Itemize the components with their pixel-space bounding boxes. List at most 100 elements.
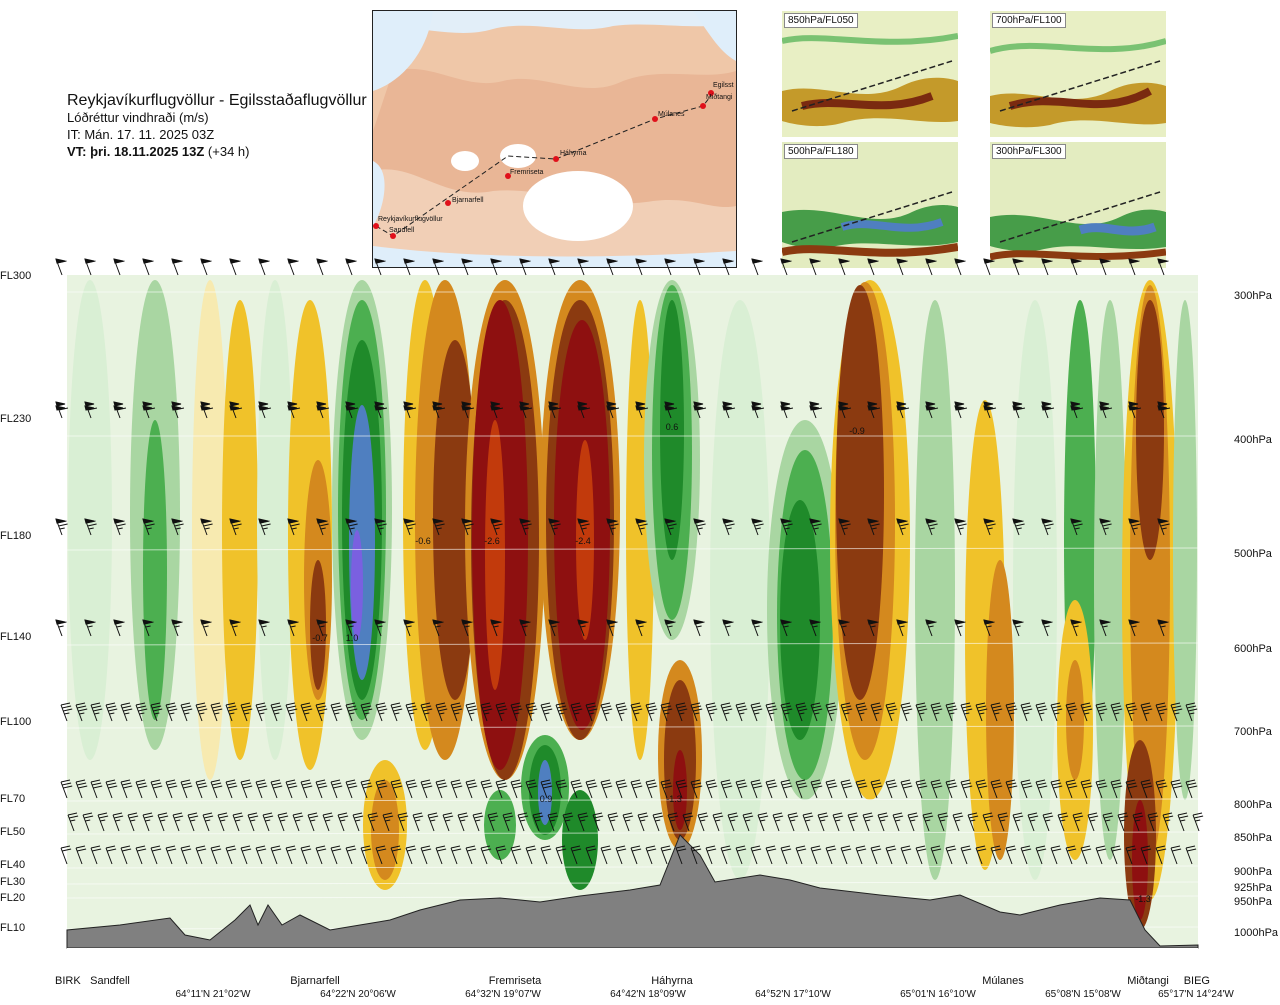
wind-barb: [405, 845, 417, 865]
coordinate-label: 65°08'N 15°08'W: [1045, 989, 1121, 1000]
wind-barb: [97, 812, 109, 832]
wind-barb: [315, 845, 327, 865]
velocity-band-down_weak: [1066, 660, 1084, 780]
thumbnail-500hpa[interactable]: 500hPa/FL180: [782, 142, 958, 268]
wind-barb: [693, 258, 705, 276]
wind-barb: [693, 518, 706, 536]
station-label: Háhyrna: [651, 975, 693, 987]
wind-barb: [165, 702, 178, 722]
wind-barb: [1128, 518, 1141, 536]
map-label-hahyrna: Háhyrna: [560, 150, 587, 157]
station-label: BIEG: [1184, 975, 1210, 987]
thumbnail-300hpa[interactable]: 300hPa/FL300: [990, 142, 1166, 268]
wind-barb: [135, 702, 148, 722]
wind-barb: [1012, 258, 1024, 276]
wind-barb: [1070, 401, 1084, 419]
map-label-egilsstadir: Egilsst: [713, 82, 734, 89]
velocity-band-down_mod: [836, 285, 884, 700]
wind-barb: [787, 812, 799, 832]
wind-barb: [255, 702, 268, 722]
wind-barb: [55, 401, 69, 419]
wind-barb: [345, 702, 358, 722]
wind-barb: [577, 401, 591, 419]
wind-barb: [810, 779, 823, 799]
thumbnail-700hpa[interactable]: 700hPa/FL100: [990, 11, 1166, 137]
wind-barb: [1080, 702, 1093, 722]
wind-barb: [645, 779, 658, 799]
thumbnail-300hpa-label: 300hPa/FL300: [992, 144, 1066, 159]
wind-barb: [735, 845, 747, 865]
wind-barb: [975, 702, 988, 722]
wind-barb: [1110, 845, 1122, 865]
wind-barb: [67, 812, 79, 832]
wind-barb: [1050, 845, 1062, 865]
wind-barb: [287, 619, 299, 637]
thumbnail-700hpa-svg: [990, 11, 1166, 137]
wind-barb: [1157, 258, 1169, 276]
wind-barb: [461, 518, 474, 536]
wind-barb: [432, 258, 444, 276]
wind-barb: [490, 619, 502, 637]
wind-barb: [548, 619, 560, 637]
wind-barb: [664, 258, 676, 276]
wind-barb: [495, 702, 508, 722]
wind-barb: [316, 619, 328, 637]
wind-barb: [772, 812, 784, 832]
wind-barb: [983, 518, 996, 536]
wind-barb: [577, 619, 589, 637]
wind-barb: [200, 619, 212, 637]
wind-barb: [1020, 702, 1033, 722]
wind-barb: [1080, 779, 1093, 799]
wind-barb: [1170, 702, 1183, 722]
wind-barb: [1070, 619, 1082, 637]
wind-barb: [300, 845, 312, 865]
wind-barb: [180, 702, 193, 722]
velocity-band-up_faint: [257, 280, 293, 760]
wind-barb: [495, 779, 508, 799]
wind-barb: [954, 258, 966, 276]
wind-barb: [1125, 702, 1138, 722]
wind-barb: [825, 702, 838, 722]
wind-barb: [270, 779, 283, 799]
velocity-band-up_max: [351, 530, 363, 640]
wind-barb: [461, 619, 473, 637]
velocity-band-down_light: [222, 300, 258, 760]
wind-barb: [885, 702, 898, 722]
station-label: BIRK: [55, 975, 81, 987]
thumbnail-300hpa-svg: [990, 142, 1166, 268]
wind-barb: [490, 518, 503, 536]
wind-barb: [435, 779, 448, 799]
wind-barb: [390, 779, 403, 799]
wind-barb: [84, 619, 96, 637]
wind-barb: [1005, 845, 1017, 865]
wind-barb: [975, 779, 988, 799]
wind-barb: [195, 845, 207, 865]
wind-barb: [420, 702, 433, 722]
wind-barb: [925, 258, 937, 276]
wind-barb: [258, 619, 270, 637]
wind-barb: [113, 518, 126, 536]
wind-barb: [606, 518, 619, 536]
wind-barb: [202, 812, 214, 832]
wind-barb: [637, 812, 649, 832]
wind-barb: [195, 779, 208, 799]
wind-barb: [510, 779, 523, 799]
wind-barb: [960, 845, 972, 865]
wind-barb: [258, 258, 270, 276]
wind-barb: [548, 518, 561, 536]
wind-barb: [630, 702, 643, 722]
value-label: -2.4: [575, 536, 591, 546]
wind-barb: [90, 702, 103, 722]
wind-barb: [1155, 845, 1167, 865]
wind-barb: [403, 619, 415, 637]
wind-barb: [519, 619, 531, 637]
wind-barb: [809, 258, 821, 276]
wind-barb: [352, 812, 364, 832]
thumbnail-850hpa[interactable]: 850hPa/FL050: [782, 11, 958, 137]
wind-barb: [1140, 702, 1153, 722]
wind-barb: [606, 619, 618, 637]
wind-barb: [867, 518, 880, 536]
wind-barb: [832, 812, 844, 832]
wind-barb: [270, 702, 283, 722]
